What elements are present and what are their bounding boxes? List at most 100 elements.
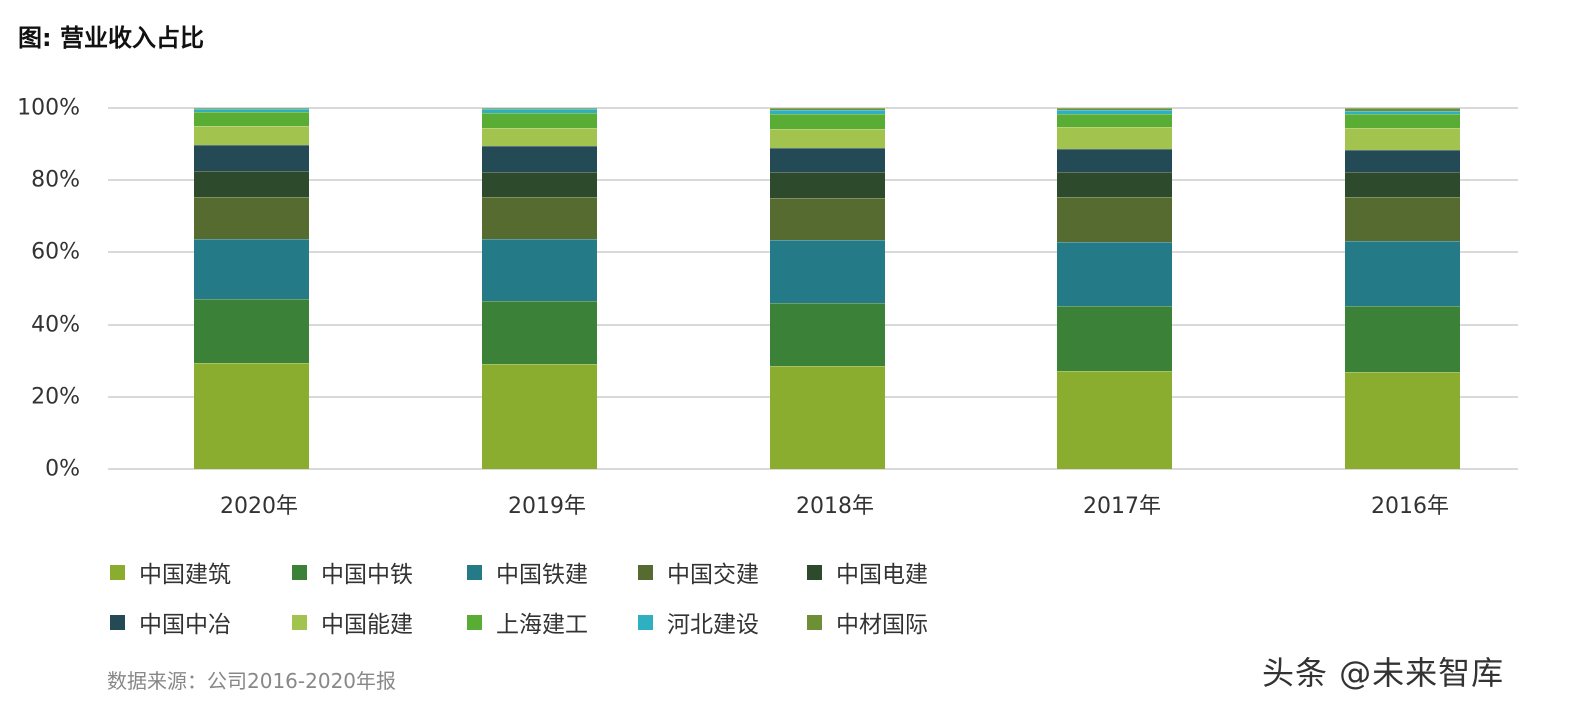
bar-segment bbox=[770, 108, 885, 111]
legend-item: 中国建筑 bbox=[110, 555, 231, 589]
bar-segment bbox=[194, 145, 309, 172]
bar-segment bbox=[1345, 240, 1460, 306]
bar-segment bbox=[1345, 113, 1460, 128]
legend-label: 中国中铁 bbox=[321, 562, 413, 588]
bar-segment bbox=[1345, 171, 1460, 197]
watermark: 头条 @未来智库 bbox=[1262, 654, 1505, 692]
legend-label: 中国铁建 bbox=[496, 562, 588, 588]
legend-label: 中国中冶 bbox=[139, 612, 231, 638]
legend-item: 中国电建 bbox=[807, 555, 928, 589]
y-tick-label: 60% bbox=[31, 239, 80, 265]
y-tick-label: 0% bbox=[45, 456, 80, 482]
y-tick-label: 20% bbox=[31, 384, 80, 410]
bar-segment bbox=[1057, 114, 1172, 128]
bar-segment bbox=[194, 109, 309, 113]
bar-segment bbox=[1057, 149, 1172, 173]
bar-segment bbox=[482, 364, 597, 469]
legend-label: 中国建筑 bbox=[139, 562, 231, 588]
legend-swatch-icon bbox=[467, 614, 482, 630]
chart-title: 图: 营业收入占比 bbox=[18, 24, 204, 52]
legend-item: 河北建设 bbox=[638, 605, 759, 639]
legend-swatch-icon bbox=[807, 564, 822, 580]
bar-segment bbox=[1057, 242, 1172, 307]
bar-segment bbox=[482, 146, 597, 173]
bar-segment bbox=[194, 362, 309, 469]
legend-swatch-icon bbox=[292, 614, 307, 630]
legend-label: 中国能建 bbox=[321, 612, 413, 638]
bar-2018年 bbox=[770, 108, 885, 469]
bar-segment bbox=[770, 171, 885, 198]
bar-segment bbox=[1345, 149, 1460, 172]
bar-segment bbox=[1057, 108, 1172, 111]
legend-label: 中国交建 bbox=[667, 562, 759, 588]
legend-item: 中国能建 bbox=[292, 605, 413, 639]
bar-segment bbox=[194, 108, 309, 110]
bar-segment bbox=[1057, 197, 1172, 243]
bar-segment bbox=[770, 113, 885, 129]
bar-segment bbox=[482, 238, 597, 301]
legend-item: 中国交建 bbox=[638, 555, 759, 589]
bar-segment bbox=[1345, 127, 1460, 150]
bar-2017年 bbox=[1057, 108, 1172, 469]
legend-swatch-icon bbox=[807, 614, 822, 630]
legend-label: 中材国际 bbox=[836, 612, 928, 638]
gridline bbox=[108, 468, 1518, 470]
bar-segment bbox=[482, 108, 597, 110]
bar-segment bbox=[1057, 127, 1172, 150]
bar-segment bbox=[770, 148, 885, 172]
bar-segment bbox=[194, 126, 309, 146]
legend-swatch-icon bbox=[110, 614, 125, 630]
bar-segment bbox=[482, 128, 597, 147]
y-tick-label: 40% bbox=[31, 312, 80, 338]
bar-2020年 bbox=[194, 108, 309, 469]
bar-segment bbox=[1057, 306, 1172, 372]
bar-segment bbox=[194, 112, 309, 127]
bar-segment bbox=[482, 109, 597, 113]
gridline bbox=[108, 107, 1518, 109]
y-tick-label: 80% bbox=[31, 167, 80, 193]
bar-segment bbox=[194, 239, 309, 299]
legend-item: 中国中铁 bbox=[292, 555, 413, 589]
legend-label: 中国电建 bbox=[836, 562, 928, 588]
bar-2016年 bbox=[1345, 108, 1460, 469]
bar-segment bbox=[1345, 110, 1460, 114]
bar-segment bbox=[770, 366, 885, 469]
bar-2019年 bbox=[482, 108, 597, 469]
bar-segment bbox=[194, 197, 309, 240]
legend-item: 上海建工 bbox=[467, 605, 588, 639]
bar-segment bbox=[1345, 196, 1460, 241]
bar-segment bbox=[482, 112, 597, 129]
legend-swatch-icon bbox=[638, 564, 653, 580]
x-tick-label: 2020年 bbox=[220, 494, 298, 519]
bar-segment bbox=[482, 172, 597, 198]
x-tick-label: 2019年 bbox=[508, 494, 586, 519]
legend-label: 河北建设 bbox=[667, 612, 759, 638]
legend-item: 中国中冶 bbox=[110, 605, 231, 639]
legend-swatch-icon bbox=[110, 564, 125, 580]
source-note: 数据来源：公司2016-2020年报 bbox=[107, 669, 397, 693]
bar-segment bbox=[1057, 110, 1172, 115]
bar-segment bbox=[1345, 371, 1460, 469]
y-tick-label: 100% bbox=[17, 95, 80, 121]
bar-segment bbox=[770, 197, 885, 240]
legend-label: 上海建工 bbox=[496, 612, 588, 638]
x-tick-label: 2018年 bbox=[796, 494, 874, 519]
bar-segment bbox=[770, 128, 885, 149]
bar-segment bbox=[1345, 305, 1460, 372]
bar-segment bbox=[194, 298, 309, 363]
legend-item: 中国铁建 bbox=[467, 555, 588, 589]
bar-segment bbox=[482, 197, 597, 239]
x-tick-label: 2016年 bbox=[1371, 494, 1449, 519]
bar-segment bbox=[1345, 108, 1460, 111]
bar-segment bbox=[1057, 371, 1172, 469]
bar-segment bbox=[770, 110, 885, 114]
legend-item: 中材国际 bbox=[807, 605, 928, 639]
x-tick-label: 2017年 bbox=[1083, 494, 1161, 519]
bar-segment bbox=[194, 171, 309, 198]
bar-segment bbox=[482, 300, 597, 365]
bar-segment bbox=[1057, 172, 1172, 198]
legend-swatch-icon bbox=[292, 564, 307, 580]
plot-area bbox=[108, 107, 1518, 470]
legend-swatch-icon bbox=[467, 564, 482, 580]
bar-segment bbox=[770, 302, 885, 367]
